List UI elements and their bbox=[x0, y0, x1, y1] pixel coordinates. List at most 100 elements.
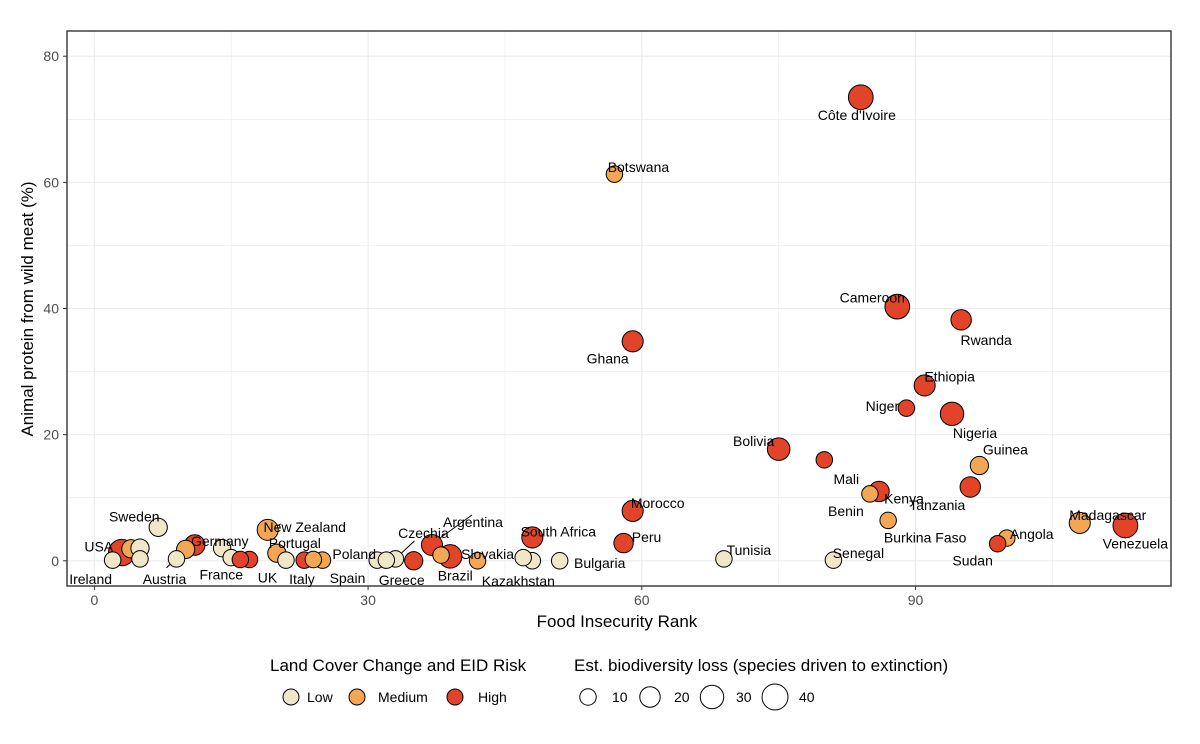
label-south-africa: South Africa bbox=[521, 523, 597, 539]
label-mali: Mali bbox=[833, 471, 859, 487]
point-unlabeled bbox=[377, 551, 396, 569]
x-axis-title: Food Insecurity Rank bbox=[537, 612, 698, 631]
label-slovakia: Slovakia bbox=[461, 546, 514, 562]
point-rwanda bbox=[950, 309, 972, 331]
plot-panel bbox=[66, 30, 1172, 587]
size-legend-key-30 bbox=[699, 684, 725, 710]
point-italy bbox=[277, 551, 295, 569]
risk-legend-label-low: Low bbox=[307, 689, 334, 705]
point-greece bbox=[404, 551, 424, 571]
label-sudan: Sudan bbox=[952, 553, 992, 569]
label-burkina-faso: Burkina Faso bbox=[884, 529, 967, 545]
point-tunisia bbox=[715, 550, 733, 568]
x-tick-label: 90 bbox=[908, 592, 924, 608]
label-peru: Peru bbox=[632, 529, 662, 545]
label-benin: Benin bbox=[828, 503, 864, 519]
risk-legend-label-high: High bbox=[478, 689, 507, 705]
label-brazil: Brazil bbox=[438, 567, 473, 583]
point-unlabeled bbox=[432, 546, 450, 564]
x-axis: 0 30 60 90 bbox=[90, 586, 924, 608]
label-venezuela: Venezuela bbox=[1103, 535, 1169, 551]
label-italy: Italy bbox=[289, 571, 315, 587]
label-rwanda: Rwanda bbox=[960, 332, 1012, 348]
label-uk: UK bbox=[258, 570, 278, 586]
x-tick-label: 30 bbox=[360, 592, 376, 608]
x-tick-label: 60 bbox=[634, 592, 650, 608]
label-new-zealand: New Zealand bbox=[263, 519, 346, 535]
label-argentina: Argentina bbox=[443, 514, 503, 530]
label-guinea: Guinea bbox=[983, 442, 1028, 458]
risk-legend-label-medium: Medium bbox=[378, 689, 428, 705]
point-new-zealand bbox=[256, 518, 279, 541]
legend: Land Cover Change and EID Risk Est. biod… bbox=[270, 656, 948, 711]
y-tick-label: 0 bbox=[51, 553, 59, 569]
label-sweden: Sweden bbox=[109, 508, 160, 524]
data-points bbox=[103, 84, 1139, 571]
y-axis-title: Animal protein from wild meat (%) bbox=[18, 181, 37, 436]
label-austria: Austria bbox=[143, 571, 187, 587]
point-nigeria bbox=[939, 401, 965, 427]
risk-legend-title: Land Cover Change and EID Risk bbox=[270, 656, 527, 675]
size-legend-label-10: 10 bbox=[612, 689, 628, 705]
point-slovakia bbox=[468, 552, 487, 570]
label-bulgaria: Bulgaria bbox=[574, 555, 626, 571]
point-peru bbox=[613, 532, 634, 554]
point-ethiopia bbox=[913, 374, 936, 397]
risk-legend-key-low bbox=[282, 688, 300, 706]
y-tick-label: 20 bbox=[43, 427, 59, 443]
label-kenya: Kenya bbox=[884, 490, 924, 506]
label-madagascar: Madagascar bbox=[1069, 507, 1146, 523]
label-botswana: Botswana bbox=[608, 159, 670, 175]
label-poland: Poland bbox=[332, 546, 376, 562]
label-usa: USA bbox=[84, 539, 113, 555]
point-tanzania bbox=[959, 476, 981, 498]
point-benin bbox=[861, 485, 879, 503]
point-burkina-faso bbox=[879, 511, 897, 530]
point-sweden bbox=[148, 517, 168, 537]
point-guinea bbox=[969, 455, 990, 476]
label-ireland: Ireland bbox=[69, 571, 112, 587]
point-venezuela bbox=[1112, 512, 1139, 539]
y-axis: 0 20 40 60 80 bbox=[43, 48, 67, 569]
label-niger: Niger bbox=[866, 398, 900, 414]
y-tick-label: 60 bbox=[43, 174, 59, 190]
label-ethiopia: Ethiopia bbox=[924, 368, 975, 384]
point-unlabeled bbox=[514, 548, 532, 567]
x-tick-label: 0 bbox=[90, 592, 98, 608]
label-portugal: Portugal bbox=[269, 535, 321, 551]
point-ghana bbox=[621, 330, 644, 353]
label-kazakhstan: Kazakhstan bbox=[482, 573, 555, 589]
size-legend-key-20 bbox=[639, 686, 661, 708]
leader-argentina bbox=[435, 514, 473, 542]
label-bolivia: Bolivia bbox=[733, 433, 774, 449]
point-unlabeled bbox=[304, 550, 323, 569]
point-south-africa bbox=[521, 526, 544, 549]
risk-legend-key-medium bbox=[348, 688, 366, 706]
point-madagascar bbox=[1068, 511, 1091, 534]
point-ireland bbox=[103, 551, 122, 569]
size-legend-label-30: 30 bbox=[736, 689, 752, 705]
point-botswana bbox=[605, 165, 624, 183]
y-tick-label: 80 bbox=[43, 48, 59, 64]
size-legend-title: Est. biodiversity loss (species driven t… bbox=[574, 656, 948, 675]
label-france: France bbox=[199, 567, 243, 583]
label-greece: Greece bbox=[379, 572, 425, 588]
label-tunisia: Tunisia bbox=[727, 542, 772, 558]
point-cameroon bbox=[884, 293, 911, 320]
point-unlabeled bbox=[231, 550, 250, 569]
point-bulgaria bbox=[550, 552, 569, 570]
point-sudan bbox=[988, 535, 1007, 553]
label-cameroon: Cameroon bbox=[840, 290, 905, 306]
size-legend-items: 10 20 30 40 bbox=[579, 683, 815, 711]
risk-legend-key-high bbox=[446, 688, 464, 706]
label-senegal: Senegal bbox=[833, 545, 884, 561]
size-legend-label-40: 40 bbox=[799, 689, 815, 705]
size-legend-key-40 bbox=[761, 683, 789, 711]
y-tick-label: 40 bbox=[43, 301, 59, 317]
label-germany: Germany bbox=[191, 533, 249, 549]
label-nigeria: Nigeria bbox=[953, 425, 998, 441]
point-mali bbox=[815, 451, 834, 469]
point-bolivia bbox=[766, 437, 791, 461]
point-senegal bbox=[824, 551, 843, 569]
